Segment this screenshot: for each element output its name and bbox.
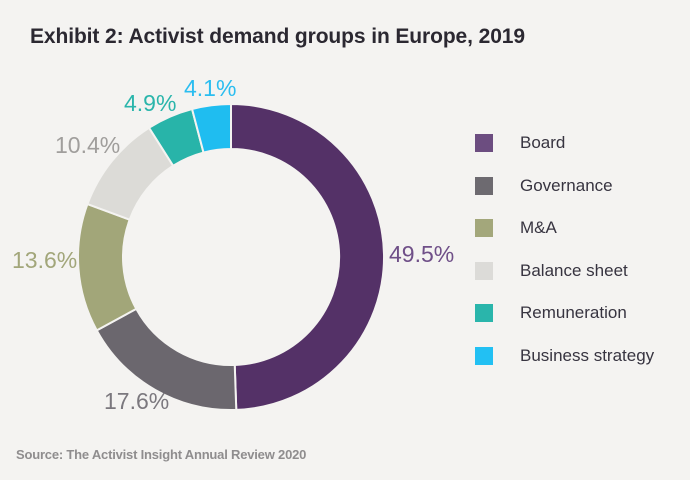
legend-swatch-remuneration bbox=[475, 304, 493, 322]
legend-label-business-strategy: Business strategy bbox=[520, 345, 655, 365]
legend-swatch-business-strategy bbox=[475, 346, 493, 365]
legend-item-remuneration: Remuneration bbox=[475, 303, 654, 322]
donut-segment-business-strategy bbox=[190, 102, 232, 154]
segment-value-label-remuneration: 4.9% bbox=[124, 90, 177, 116]
segment-value-label-governance: 17.6% bbox=[104, 388, 170, 414]
legend: Board Governance M&A Balance sheet Remun… bbox=[475, 133, 655, 365]
legend-item-governance: Governance bbox=[475, 175, 654, 195]
legend-swatch-board bbox=[475, 134, 493, 152]
legend-label-balance-sheet: Balance sheet bbox=[520, 260, 628, 280]
segment-value-label-balance-sheet: 10.4% bbox=[55, 132, 121, 158]
legend-label-governance: Governance bbox=[520, 175, 613, 195]
legend-label-remuneration: Remuneration bbox=[520, 303, 627, 322]
legend-swatch-balance-sheet bbox=[475, 261, 493, 280]
legend-item-board: Board bbox=[475, 133, 654, 152]
chart-title: Exhibit 2: Activist demand groups in Eur… bbox=[30, 25, 525, 48]
legend-label-board: Board bbox=[520, 133, 566, 152]
segment-value-label-business-strategy: 4.1% bbox=[184, 75, 237, 101]
legend-swatch-ma bbox=[475, 219, 493, 237]
donut-segment-board bbox=[230, 102, 386, 411]
legend-item-balance-sheet: Balance sheet bbox=[475, 260, 654, 280]
legend-label-ma: M&A bbox=[520, 218, 557, 237]
donut-chart bbox=[77, 102, 386, 411]
segment-value-label-ma: 13.6% bbox=[12, 247, 78, 273]
legend-item-business-strategy: Business strategy bbox=[475, 345, 655, 365]
source-note: Source: The Activist Insight Annual Revi… bbox=[16, 447, 307, 462]
legend-swatch-governance bbox=[475, 176, 493, 195]
segment-value-label-board: 49.5% bbox=[389, 241, 455, 267]
donut-segment-m-a bbox=[77, 202, 138, 332]
legend-item-ma: M&A bbox=[475, 218, 654, 237]
